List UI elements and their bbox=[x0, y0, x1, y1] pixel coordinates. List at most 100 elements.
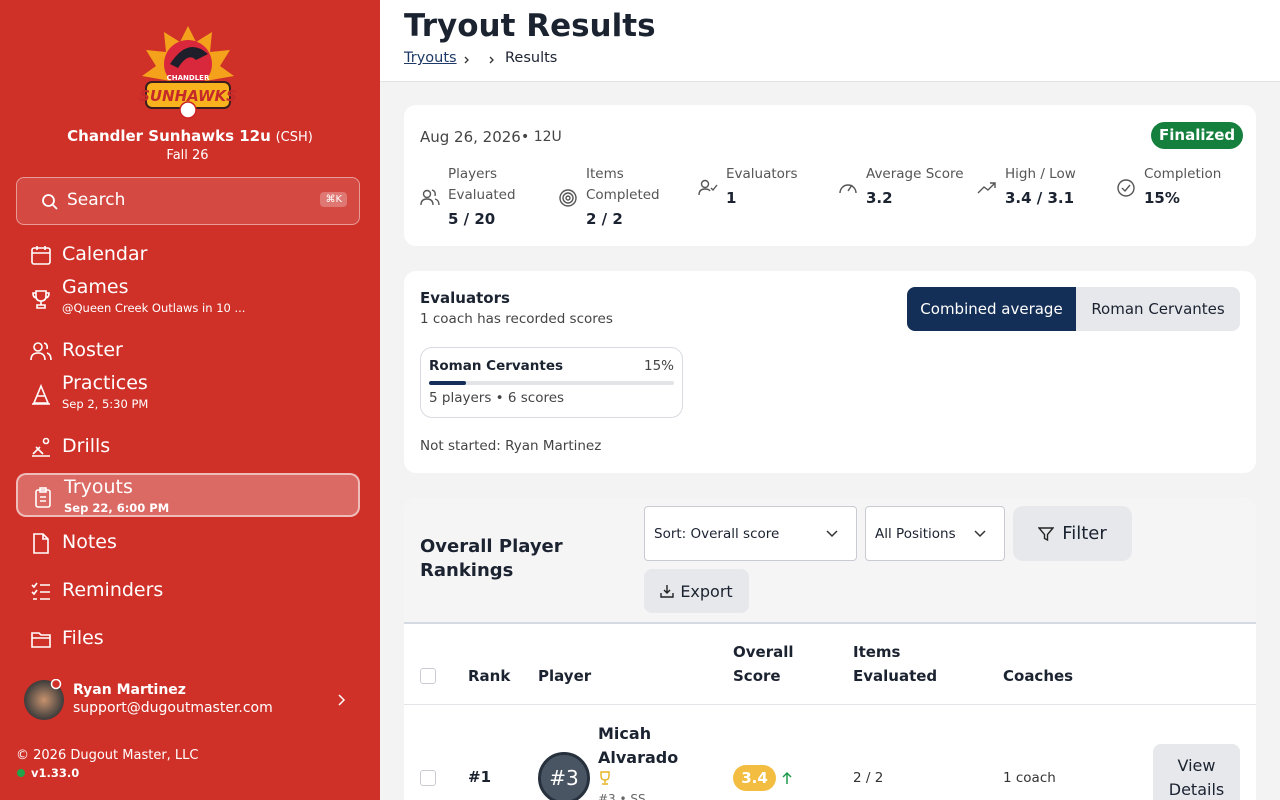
select-all-checkbox[interactable] bbox=[420, 668, 436, 684]
nav-sublabel: @Queen Creek Outlaws in 10 ... bbox=[62, 301, 246, 315]
user-chevron[interactable] bbox=[336, 693, 348, 707]
nav-icon bbox=[32, 384, 50, 405]
row-checkbox[interactable] bbox=[420, 770, 436, 786]
nav-label: Reminders bbox=[62, 579, 164, 601]
season: Fall 26 bbox=[166, 148, 209, 163]
toggle-combined[interactable]: Combined average bbox=[907, 287, 1076, 331]
nav-item[interactable]: Drills bbox=[16, 423, 360, 471]
export-icon bbox=[660, 585, 675, 598]
stat-icon bbox=[839, 184, 857, 194]
evaluator-details: 5 players • 6 scores bbox=[429, 390, 565, 406]
user-avatar bbox=[24, 679, 64, 720]
filter-icon bbox=[1038, 526, 1055, 541]
status-dot bbox=[17, 769, 25, 777]
stat-label: Players Evaluated bbox=[448, 166, 516, 203]
stat-label: Evaluators bbox=[726, 166, 798, 182]
user-email: support@dugoutmaster.com bbox=[73, 700, 273, 716]
stat-value: 3.4 / 3.1 bbox=[1005, 189, 1075, 207]
summary-date: Aug 26, 2026 bbox=[420, 128, 521, 146]
breadcrumb-link[interactable]: Tryouts bbox=[404, 50, 457, 66]
breadcrumb-separators bbox=[464, 56, 494, 64]
nav-item[interactable]: Reminders bbox=[16, 567, 360, 615]
stat: Completion 15% bbox=[1116, 164, 1246, 234]
trophy-icon bbox=[600, 771, 610, 785]
nav-icon bbox=[30, 342, 52, 361]
nav-label: Calendar bbox=[62, 243, 148, 265]
stat-icon bbox=[698, 179, 718, 196]
summary-card: Aug 26, 2026 • 12U Finalized Players Eva… bbox=[404, 105, 1256, 246]
evaluator-card: Roman Cervantes 15% 5 players • 6 scores bbox=[420, 347, 683, 418]
sort-select[interactable]: Sort: Overall score bbox=[644, 506, 857, 561]
filter-button[interactable]: Filter bbox=[1013, 506, 1132, 561]
header: Tryout Results Tryouts Results bbox=[380, 0, 1280, 82]
row-coaches: 1 coach bbox=[1003, 770, 1056, 786]
stat-value: 1 bbox=[726, 189, 737, 207]
view-details-button[interactable]: View Details bbox=[1153, 744, 1240, 800]
progress-fill bbox=[429, 381, 466, 385]
progress-track bbox=[429, 381, 674, 385]
stat: Players Evaluated 5 / 20 bbox=[420, 164, 550, 234]
evaluators-subtitle: 1 coach has recorded scores bbox=[420, 311, 613, 327]
not-started: Not started: Ryan Martinez bbox=[420, 438, 602, 454]
nav-label: Practices bbox=[62, 372, 148, 394]
evaluator-percent: 15% bbox=[643, 358, 674, 374]
nav-icon bbox=[31, 632, 51, 648]
stat-label: High / Low bbox=[1005, 166, 1076, 182]
stat-value: 5 / 20 bbox=[448, 210, 496, 228]
col-items: Items Evaluated bbox=[853, 643, 938, 685]
nav-label: Files bbox=[62, 627, 104, 649]
user-name: Ryan Martinez bbox=[73, 682, 186, 698]
export-button[interactable]: Export bbox=[644, 569, 749, 613]
col-rank: Rank bbox=[468, 667, 511, 685]
nav-icon bbox=[32, 290, 50, 309]
summary-division: • 12U bbox=[521, 129, 562, 145]
col-coaches: Coaches bbox=[1003, 667, 1074, 685]
nav-item[interactable]: Practices Sep 2, 5:30 PM bbox=[16, 369, 360, 421]
search-box[interactable]: Search ⌘K bbox=[16, 177, 360, 225]
stat-icon bbox=[420, 189, 440, 206]
row-rank: #1 bbox=[468, 768, 492, 786]
evaluator-name: Roman Cervantes bbox=[429, 358, 564, 374]
logo-top-text: CHANDLER bbox=[167, 74, 210, 82]
logo-main-text: SUNHAWKS bbox=[139, 87, 237, 105]
nav-item[interactable]: Notes bbox=[16, 519, 360, 567]
caret bbox=[826, 530, 838, 538]
nav-item[interactable]: Calendar bbox=[16, 231, 360, 279]
stat: Evaluators 1 bbox=[698, 164, 828, 234]
position-select[interactable]: All Positions bbox=[865, 506, 1005, 561]
nav-icon bbox=[33, 533, 49, 554]
nav-icon bbox=[35, 487, 51, 508]
nav-icon bbox=[31, 582, 50, 600]
nav-icon bbox=[31, 246, 51, 265]
nav-item[interactable]: Tryouts Sep 22, 6:00 PM bbox=[16, 473, 360, 517]
player-name[interactable]: Micah Alvarado bbox=[598, 724, 679, 767]
nav-item[interactable]: Games @Queen Creek Outlaws in 10 ... bbox=[16, 273, 360, 325]
stat: Items Completed 2 / 2 bbox=[558, 164, 688, 234]
toggle-evaluator[interactable]: Roman Cervantes bbox=[1076, 287, 1240, 331]
stat-label: Completion bbox=[1144, 166, 1222, 182]
score-pill: 3.4 bbox=[733, 765, 776, 791]
sidebar: CHANDLER SUNHAWKS Chandler Sunhawks 12u … bbox=[0, 0, 380, 800]
filter-label: Filter bbox=[1062, 523, 1107, 544]
nav-label: Notes bbox=[62, 531, 117, 553]
stat-value: 3.2 bbox=[866, 189, 893, 207]
evaluators-title: Evaluators bbox=[420, 289, 510, 307]
nav-label: Drills bbox=[62, 435, 111, 457]
nav-item[interactable]: Files bbox=[16, 615, 360, 663]
search-label: Search bbox=[67, 190, 126, 210]
search-icon bbox=[42, 194, 58, 210]
stat: Average Score 3.2 bbox=[838, 164, 968, 234]
version: v1.33.0 bbox=[31, 766, 80, 780]
col-player: Player bbox=[538, 667, 592, 685]
player-meta: #3 • SS bbox=[598, 792, 646, 800]
nav-label: Roster bbox=[62, 339, 123, 361]
header-divider bbox=[404, 704, 1256, 705]
stat-value: 15% bbox=[1144, 189, 1180, 207]
nav-item[interactable]: Roster bbox=[16, 327, 360, 375]
trend-up-icon bbox=[782, 771, 792, 784]
rankings-title: Overall Player Rankings bbox=[420, 536, 563, 581]
position-label: All Positions bbox=[875, 525, 956, 542]
search-shortcut: ⌘K bbox=[320, 192, 347, 207]
